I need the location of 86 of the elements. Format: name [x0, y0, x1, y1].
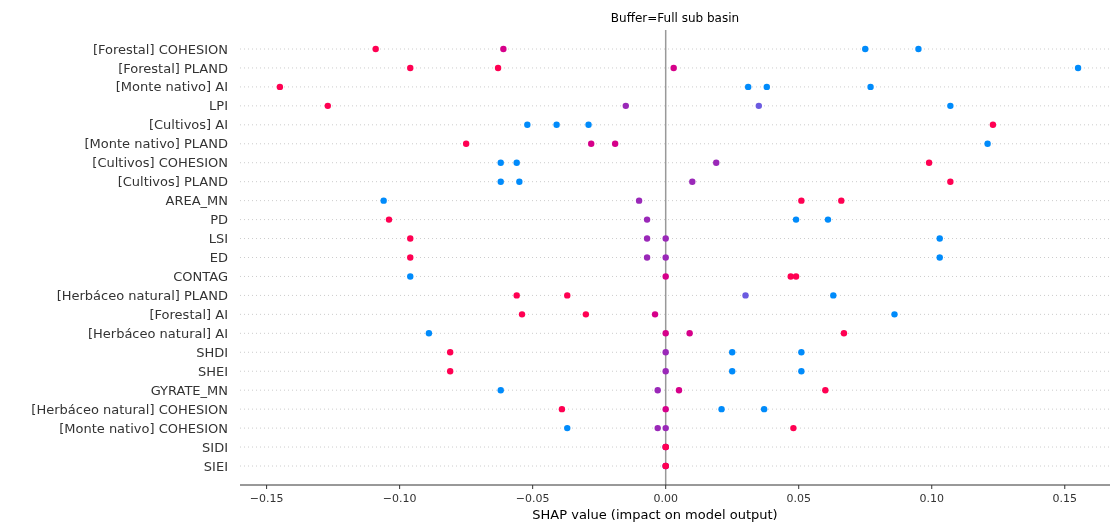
y-tick-label: [Cultivos] PLAND: [117, 174, 228, 190]
point: [643, 254, 651, 261]
point: [407, 254, 414, 261]
point: [372, 45, 379, 53]
point: [686, 330, 693, 337]
y-tick-label: SIEI: [203, 458, 228, 474]
point: [654, 424, 661, 432]
point: [729, 368, 736, 375]
point: [407, 235, 414, 242]
point: [407, 64, 414, 72]
point: [915, 45, 922, 53]
point: [718, 405, 725, 413]
y-tick-label: AREA_MN: [165, 193, 228, 209]
point: [643, 235, 651, 242]
x-tick-label: −0.05: [515, 492, 550, 505]
point: [792, 216, 800, 223]
y-tick-label: SHEI: [197, 363, 228, 379]
y-tick-label: [Cultivos] COHESION: [92, 155, 228, 171]
y-tick-label: [Monte nativo] PLAND: [84, 136, 228, 152]
point: [760, 405, 768, 413]
point: [675, 386, 683, 394]
y-tick-label: LSI: [208, 231, 228, 247]
point: [891, 311, 898, 318]
point: [662, 330, 669, 337]
point: [651, 311, 659, 318]
y-tick-label: [Herbáceo natural] COHESION: [31, 401, 228, 417]
point: [936, 254, 943, 261]
chart-title: Buffer=Full sub basin: [610, 11, 740, 25]
y-tick-label: ED: [209, 250, 228, 266]
y-tick-label: SIDI: [202, 439, 228, 455]
point: [585, 121, 592, 129]
x-tick-label: 0.05: [786, 492, 811, 505]
point: [462, 140, 470, 147]
point: [513, 292, 520, 299]
y-tick-label: [Monte nativo] COHESION: [59, 420, 228, 436]
point: [518, 311, 526, 318]
x-tick-label: 0.10: [919, 492, 944, 505]
x-tick-label: −0.10: [382, 492, 417, 505]
x-axis-title: SHAP value (impact on model output): [532, 507, 778, 522]
y-tick-label: [Forestal] COHESION: [92, 41, 228, 57]
point: [643, 216, 651, 223]
point: [446, 349, 454, 356]
point: [622, 102, 629, 110]
point: [662, 273, 669, 280]
point: [947, 102, 954, 110]
y-tick-label: [Herbáceo natural] AI: [87, 325, 228, 341]
y-tick-label: [Herbáceo natural] PLAND: [56, 287, 228, 303]
x-tick-label: 0.00: [653, 492, 678, 505]
point: [862, 45, 869, 53]
point: [729, 349, 736, 356]
point: [446, 368, 454, 375]
x-tick-label: 0.15: [1052, 492, 1078, 505]
point: [670, 64, 677, 72]
y-tick-label: PD: [210, 212, 228, 228]
point: [798, 368, 805, 375]
point: [867, 83, 874, 91]
y-tick-label: [Monte nativo] AI: [115, 79, 228, 95]
point: [742, 292, 749, 299]
point: [654, 386, 661, 394]
y-tick-label: LPI: [209, 98, 228, 114]
point: [936, 235, 943, 242]
y-tick-label: [Cultivos] AI: [148, 117, 228, 133]
point: [798, 349, 805, 356]
point: [385, 216, 393, 223]
point: [984, 140, 991, 147]
point: [662, 368, 669, 375]
x-tick-label: −0.15: [249, 492, 284, 505]
point: [662, 405, 669, 413]
point: [276, 83, 284, 91]
y-tick-label: [Forestal] AI: [149, 306, 228, 322]
point: [558, 405, 566, 413]
point: [587, 140, 595, 147]
point: [324, 102, 331, 110]
y-tick-label: [Forestal] PLAND: [118, 60, 228, 76]
y-tick-label: SHDI: [196, 344, 228, 360]
y-tick-label: GYRATE_MN: [150, 382, 228, 398]
point: [611, 140, 619, 147]
point: [824, 216, 832, 223]
point: [500, 45, 507, 53]
point: [1074, 64, 1082, 72]
point: [755, 102, 763, 110]
point: [763, 83, 770, 91]
y-tick-label: CONTAG: [173, 269, 228, 284]
point: [635, 197, 643, 204]
point: [662, 349, 669, 356]
point: [830, 292, 837, 299]
